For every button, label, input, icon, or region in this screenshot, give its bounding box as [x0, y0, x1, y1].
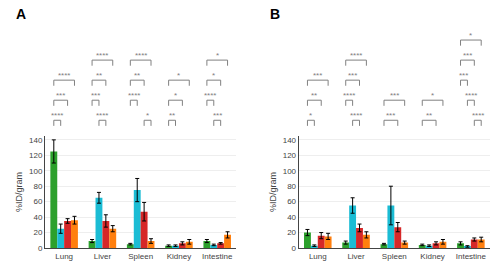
svg-text:**: ** — [96, 71, 102, 80]
svg-text:***: *** — [390, 91, 399, 100]
svg-text:****: **** — [465, 91, 477, 100]
svg-text:80: 80 — [287, 182, 296, 191]
svg-text:****: **** — [128, 91, 140, 100]
svg-text:100: 100 — [29, 167, 43, 176]
svg-text:Spleen: Spleen — [128, 252, 153, 261]
svg-text:***: *** — [463, 51, 472, 60]
svg-text:120: 120 — [29, 151, 43, 160]
svg-text:0: 0 — [38, 244, 43, 253]
svg-text:Intestine: Intestine — [456, 252, 487, 261]
svg-text:Kidney: Kidney — [420, 252, 444, 261]
svg-text:20: 20 — [33, 228, 42, 237]
svg-text:****: **** — [51, 111, 63, 120]
svg-text:****: **** — [135, 51, 147, 60]
svg-text:****: **** — [350, 51, 362, 60]
svg-text:0: 0 — [292, 244, 297, 253]
svg-text:*: * — [177, 71, 180, 80]
svg-text:120: 120 — [283, 151, 297, 160]
svg-text:***: *** — [348, 71, 357, 80]
svg-text:**: ** — [311, 91, 317, 100]
svg-text:****: **** — [343, 91, 355, 100]
svg-text:**: ** — [134, 71, 140, 80]
svg-text:40: 40 — [287, 213, 296, 222]
svg-text:***: *** — [386, 111, 395, 120]
svg-text:Spleen: Spleen — [382, 252, 407, 261]
svg-text:*: * — [212, 71, 215, 80]
svg-text:***: *** — [459, 71, 468, 80]
svg-text:*: * — [431, 91, 434, 100]
svg-text:***: *** — [313, 71, 322, 80]
svg-text:****: **** — [96, 51, 108, 60]
svg-text:****: **** — [96, 111, 108, 120]
svg-text:%ID/gram: %ID/gram — [14, 172, 24, 212]
svg-text:80: 80 — [33, 182, 42, 191]
svg-text:60: 60 — [33, 197, 42, 206]
svg-text:%ID/gram: %ID/gram — [268, 172, 278, 212]
svg-text:***: *** — [213, 111, 222, 120]
svg-text:B: B — [270, 6, 280, 22]
svg-text:Intestine: Intestine — [202, 252, 233, 261]
svg-text:**: ** — [169, 111, 175, 120]
svg-text:***: *** — [91, 91, 100, 100]
svg-text:Lung: Lung — [55, 252, 73, 261]
svg-text:****: **** — [350, 111, 362, 120]
svg-text:****: **** — [472, 111, 484, 120]
svg-text:*: * — [309, 111, 312, 120]
svg-text:40: 40 — [33, 213, 42, 222]
svg-text:****: **** — [58, 71, 70, 80]
svg-text:Lung: Lung — [309, 252, 327, 261]
svg-text:A: A — [16, 6, 26, 22]
svg-text:*: * — [174, 91, 177, 100]
svg-text:*: * — [469, 31, 472, 40]
svg-text:*: * — [216, 51, 219, 60]
svg-text:100: 100 — [283, 167, 297, 176]
svg-text:60: 60 — [287, 197, 296, 206]
svg-text:****: **** — [204, 91, 216, 100]
svg-text:Kidney: Kidney — [167, 252, 191, 261]
svg-text:***: *** — [56, 91, 65, 100]
svg-text:140: 140 — [283, 136, 297, 145]
svg-text:*: * — [146, 111, 149, 120]
svg-text:140: 140 — [29, 136, 43, 145]
svg-text:Liver: Liver — [94, 252, 112, 261]
svg-text:Liver: Liver — [347, 252, 365, 261]
svg-text:20: 20 — [287, 228, 296, 237]
svg-text:**: ** — [426, 111, 432, 120]
